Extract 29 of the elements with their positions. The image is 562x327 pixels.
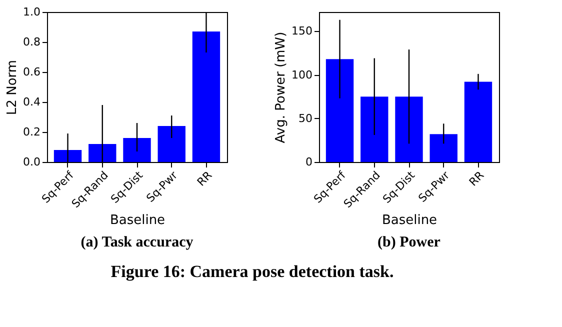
y-tick-label: 50 (298, 112, 312, 125)
bar (430, 134, 458, 162)
y-tick-label: 0.6 (23, 66, 40, 78)
caption: Figure 16: Camera pose detection task. (110, 262, 394, 281)
y-tick-label: 100 (292, 68, 312, 82)
y-tick-label: 0 (306, 156, 312, 168)
x-axis-title: Baseline (382, 212, 438, 228)
x-tick-label: RR (194, 168, 215, 189)
text: (b) Power (378, 234, 441, 250)
bar (326, 59, 354, 162)
bar (360, 96, 388, 162)
y-axis-title: Avg. Power (mW) (274, 32, 289, 144)
x-tick-label: RR (466, 168, 487, 189)
x-axis-title: Baseline (110, 212, 166, 228)
y-axis-title: L2 Norm (5, 60, 20, 116)
bar (88, 144, 116, 162)
y-tick-label: 0.2 (23, 126, 40, 138)
bar (395, 96, 423, 162)
y-tick-label: 0.8 (23, 36, 40, 48)
bar (54, 150, 82, 162)
bar (192, 32, 220, 162)
y-tick-label: 150 (292, 24, 312, 38)
y-tick-label: 0.0 (23, 156, 40, 168)
y-tick-label: 1.0 (23, 6, 40, 18)
bar (158, 126, 186, 162)
bar (123, 138, 151, 162)
y-tick-label: 0.4 (23, 96, 40, 108)
bar (464, 82, 492, 162)
text: (a) Task accuracy (80, 234, 194, 250)
